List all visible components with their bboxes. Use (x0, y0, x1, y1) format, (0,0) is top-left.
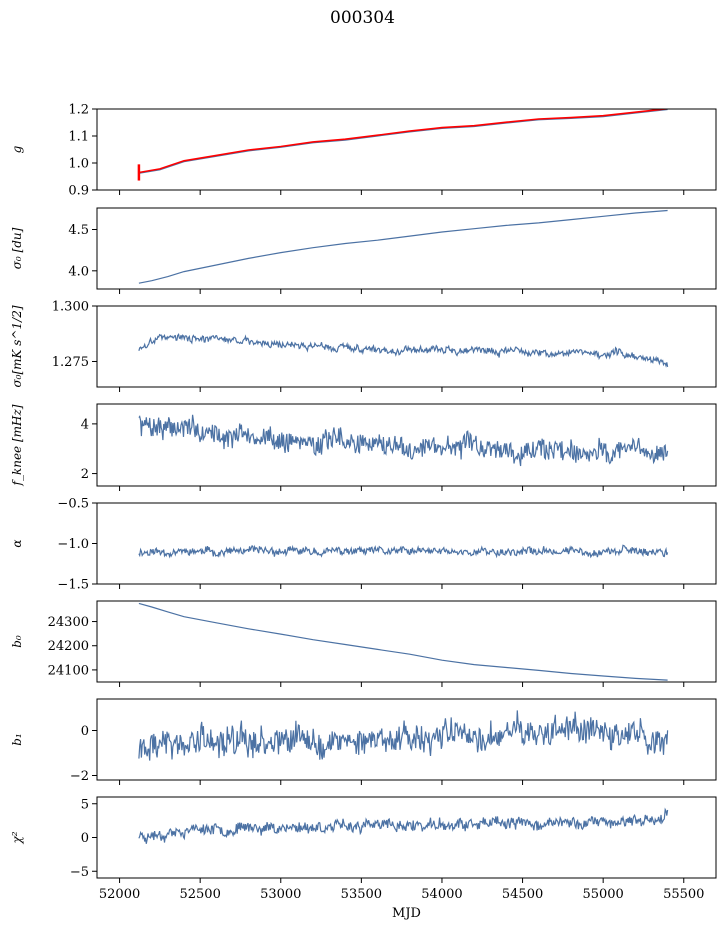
ylabel-sigma0-mK: σ₀[mK s^1/2] (10, 305, 24, 387)
xtick-label: 54000 (421, 887, 462, 902)
panel-sigma0-mK: 1.275 1.300 σ₀[mK s^1/2] (10, 300, 717, 392)
panel-g: 0.9 1.0 1.1 1.2 g (10, 103, 717, 199)
ytick-label-chi2: −5 (70, 865, 89, 880)
series-line-fknee-0 (138, 414, 669, 467)
panel-b0: 24100 24200 24300 b₀ (10, 600, 717, 687)
ylabel-b0: b₀ (10, 635, 24, 648)
series-line-sigma0-0 (138, 209, 668, 284)
ytick-label-chi2: 5 (81, 797, 89, 812)
ylabel-b1: b₁ (10, 733, 24, 746)
series-line-chi2-0 (138, 807, 669, 844)
panel-chi2: −5 0 5 52000 52500 53000 53500 54000 54500 55000 5… (10, 796, 717, 921)
ylabel-alpha: α (10, 539, 24, 547)
series-line-b1-0 (138, 710, 669, 761)
xtick-label: 55500 (663, 887, 704, 902)
xtick-label: 53500 (341, 887, 382, 902)
xtick-label: 53000 (260, 887, 301, 902)
ytick-label-g: 1.1 (68, 130, 89, 145)
axes-frame-b1 (96, 698, 717, 781)
xlabel: MJD (392, 906, 421, 921)
ytick-label-b0: 24300 (48, 615, 89, 630)
ylabel-sigma0: σ₀ [du] (10, 227, 24, 269)
panel-sigma0: 4.0 4.5 σ₀ [du] (10, 207, 717, 294)
xtick-label: 54500 (502, 887, 543, 902)
ytick-label-g: 0.9 (68, 184, 89, 199)
xtick-label: 55000 (582, 887, 623, 902)
ytick-label-b0: 24100 (48, 663, 89, 678)
ylabel-fknee: f_knee [mHz] (10, 404, 24, 486)
figure-title: 000304 (330, 8, 395, 28)
series-line-alpha-0 (138, 544, 669, 559)
ylabel-g: g (10, 145, 24, 153)
axes-frame-chi2 (96, 796, 717, 879)
ytick-label-alpha: −1.5 (57, 578, 89, 593)
ytick-label-sigma0: 4.5 (68, 223, 89, 238)
ytick-label-b0: 24200 (48, 639, 89, 654)
ytick-label-sigma0-mK: 1.275 (52, 355, 89, 370)
axes-frame-sigma0-mK (96, 305, 717, 388)
ytick-label-alpha: −1.0 (57, 537, 89, 552)
ytick-label-sigma0: 4.0 (68, 264, 89, 279)
series-line-sigma0-mK-0 (138, 333, 669, 368)
ytick-label-chi2: 0 (81, 831, 89, 846)
series-line-g-0 (138, 109, 668, 174)
axes-frame-b0 (96, 600, 717, 683)
series-line-b0-0 (138, 602, 668, 681)
ytick-label-b1: −2 (70, 769, 89, 784)
ytick-label-fknee: 4 (81, 417, 89, 432)
panel-b1: −2 0 b₁ (10, 698, 717, 785)
axes-frame-sigma0 (96, 207, 717, 290)
axes-frame-alpha (96, 502, 717, 585)
ylabel-chi2: χ² (10, 831, 24, 844)
xtick-label: 52500 (179, 887, 220, 902)
ytick-label-g: 1.0 (68, 157, 89, 172)
series-line-g-1 (138, 109, 668, 174)
panel-alpha: −1.5 −1.0 −0.5 α (10, 497, 717, 593)
panel-fknee: 2 4 f_knee [mHz] (10, 403, 717, 491)
xtick-label: 52000 (99, 887, 140, 902)
ytick-label-sigma0-mK: 1.300 (52, 300, 89, 315)
axes-frame-g (96, 108, 717, 191)
ytick-label-g: 1.2 (68, 103, 89, 118)
axes-frame-fknee (96, 403, 717, 487)
ytick-label-fknee: 2 (81, 467, 89, 482)
ytick-label-b1: 0 (81, 724, 89, 739)
ytick-label-alpha: −0.5 (57, 497, 89, 512)
